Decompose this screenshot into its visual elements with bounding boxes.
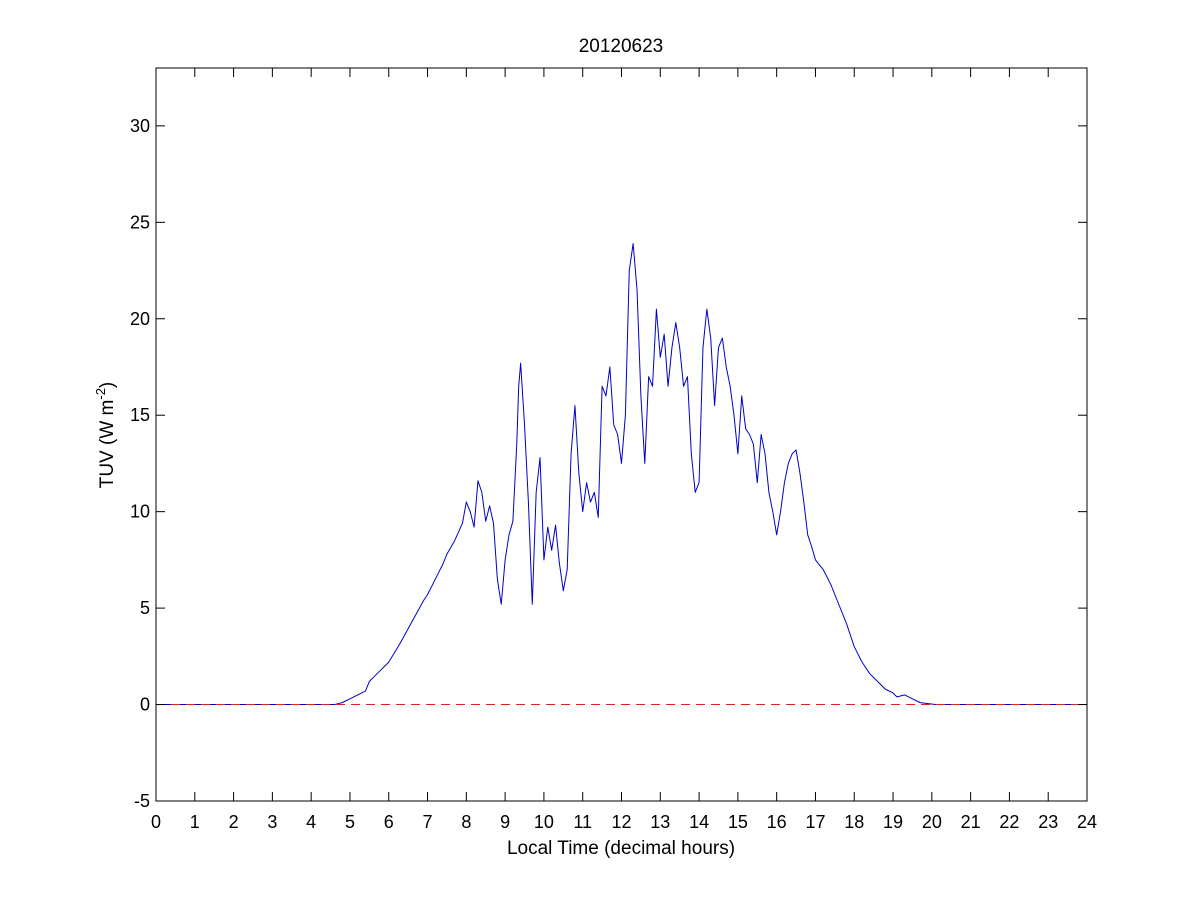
y-tick-label: -5 bbox=[134, 791, 150, 811]
x-tick-label: 10 bbox=[534, 812, 554, 832]
x-tick-label: 23 bbox=[1038, 812, 1058, 832]
x-tick-label: 15 bbox=[728, 812, 748, 832]
y-tick-label: 10 bbox=[130, 502, 150, 522]
x-tick-label: 8 bbox=[461, 812, 471, 832]
y-axis-label-close: ) bbox=[97, 382, 118, 388]
x-tick-label: 17 bbox=[805, 812, 825, 832]
tuv-series-line bbox=[156, 243, 1087, 706]
x-tick-label: 6 bbox=[384, 812, 394, 832]
y-tick-label: 15 bbox=[130, 405, 150, 425]
x-tick-label: 12 bbox=[611, 812, 631, 832]
plot-area bbox=[156, 243, 1087, 706]
x-tick-label: 5 bbox=[345, 812, 355, 832]
y-tick-label: 5 bbox=[140, 598, 150, 618]
x-tick-label: 2 bbox=[229, 812, 239, 832]
x-tick-label: 24 bbox=[1077, 812, 1097, 832]
y-tick-label: 25 bbox=[130, 212, 150, 232]
x-tick-label: 7 bbox=[423, 812, 433, 832]
x-tick-label: 14 bbox=[689, 812, 709, 832]
x-tick-label: 19 bbox=[883, 812, 903, 832]
y-axis-label-superscript: -2 bbox=[93, 388, 108, 400]
y-tick-label: 20 bbox=[130, 309, 150, 329]
x-tick-label: 1 bbox=[190, 812, 200, 832]
x-tick-label: 9 bbox=[500, 812, 510, 832]
x-tick-label: 13 bbox=[650, 812, 670, 832]
x-tick-label: 4 bbox=[306, 812, 316, 832]
x-tick-label: 0 bbox=[151, 812, 161, 832]
chart-title: 20120623 bbox=[579, 36, 664, 57]
y-tick-label: 30 bbox=[130, 116, 150, 136]
x-tick-label: 21 bbox=[961, 812, 981, 832]
y-axis-label-main: TUV (W m bbox=[97, 400, 118, 489]
x-axis-label: Local Time (decimal hours) bbox=[507, 838, 735, 859]
x-tick-label: 18 bbox=[844, 812, 864, 832]
x-tick-label: 20 bbox=[922, 812, 942, 832]
x-tick-label: 16 bbox=[767, 812, 787, 832]
y-tick-label: 0 bbox=[140, 695, 150, 715]
y-axis-label: TUV (W m-2) bbox=[93, 382, 118, 489]
axes: 0 1 2 3 4 5 6 7 8 9 10 11 12 13 14 15 16 17 18 19 20 21 22 23 24… bbox=[130, 67, 1097, 832]
x-tick-label: 11 bbox=[573, 812, 592, 832]
x-tick-label: 22 bbox=[999, 812, 1019, 832]
x-tick-label: 3 bbox=[267, 812, 277, 832]
